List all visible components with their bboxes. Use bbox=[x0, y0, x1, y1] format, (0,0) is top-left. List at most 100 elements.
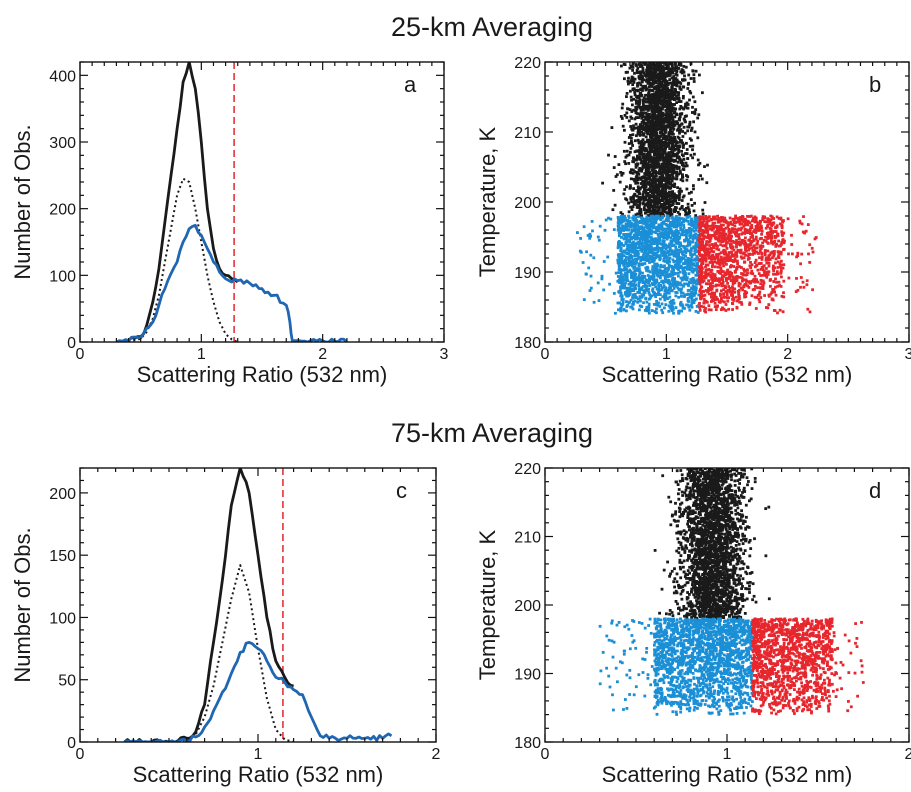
scatter-point bbox=[636, 131, 640, 134]
scatter-point bbox=[624, 197, 627, 201]
scatter-point bbox=[661, 128, 665, 132]
scatter-point bbox=[659, 170, 663, 174]
scatter-point bbox=[668, 247, 672, 250]
scatter-point bbox=[629, 305, 632, 309]
scatter-point bbox=[644, 135, 648, 139]
scatter-point bbox=[661, 114, 665, 118]
scatter-point bbox=[653, 279, 657, 283]
scatter-point bbox=[668, 272, 672, 276]
scatter-point bbox=[776, 234, 780, 238]
scatter-point bbox=[635, 206, 639, 209]
scatter-point bbox=[617, 163, 621, 166]
scatter-point bbox=[674, 147, 678, 151]
scatter-point bbox=[641, 98, 645, 102]
scatter-point bbox=[637, 47, 640, 50]
scatter-point bbox=[679, 226, 682, 230]
scatter-point bbox=[683, 238, 686, 242]
scatter-point bbox=[653, 92, 656, 96]
scatter-point bbox=[674, 73, 678, 76]
scatter-point bbox=[673, 55, 676, 58]
scatter-point bbox=[671, 119, 675, 123]
scatter-point bbox=[664, 108, 668, 112]
scatter-point bbox=[671, 258, 675, 262]
scatter-point bbox=[654, 210, 658, 214]
scatter-point bbox=[656, 244, 659, 248]
scatter-point bbox=[660, 130, 664, 134]
scatter-point bbox=[688, 295, 692, 299]
scatter-point bbox=[688, 308, 692, 312]
scatter-point bbox=[636, 176, 640, 180]
scatter-point bbox=[628, 66, 632, 70]
scatter-point bbox=[660, 76, 663, 79]
scatter-point bbox=[674, 112, 678, 116]
scatter-point bbox=[619, 231, 622, 234]
scatter-point bbox=[616, 258, 620, 262]
scatter-point bbox=[706, 263, 710, 267]
scatter-point bbox=[663, 144, 667, 148]
scatter-point bbox=[668, 280, 672, 284]
scatter-point bbox=[737, 291, 741, 295]
scatter-point bbox=[677, 268, 680, 272]
scatter-point bbox=[676, 238, 680, 242]
scatter-point bbox=[596, 235, 600, 239]
scatter-point bbox=[640, 167, 644, 171]
scatter-point bbox=[678, 270, 682, 274]
scatter-point bbox=[672, 77, 676, 81]
scatter-point bbox=[640, 87, 644, 91]
scatter-point bbox=[671, 136, 674, 140]
scatter-point bbox=[713, 265, 717, 269]
scatter-point bbox=[678, 235, 682, 239]
scatter-point bbox=[625, 154, 629, 158]
scatter-point bbox=[688, 90, 692, 93]
scatter-point bbox=[674, 241, 678, 245]
scatter-point bbox=[617, 244, 621, 248]
scatter-point bbox=[686, 303, 690, 307]
scatter-point bbox=[650, 66, 654, 70]
scatter-point bbox=[625, 248, 629, 251]
scatter-point bbox=[654, 189, 658, 193]
scatter-point bbox=[655, 196, 658, 199]
scatter-point bbox=[645, 247, 649, 250]
scatter-point bbox=[635, 276, 639, 279]
scatter-point bbox=[633, 200, 636, 203]
scatter-point bbox=[645, 198, 649, 202]
scatter-point bbox=[673, 182, 677, 186]
scatter-point bbox=[673, 277, 676, 280]
scatter-point bbox=[694, 288, 698, 291]
scatter-point bbox=[625, 48, 628, 51]
scatter-point bbox=[659, 101, 663, 105]
scatter-point bbox=[705, 221, 709, 224]
scatter-point bbox=[632, 81, 636, 84]
scatter-point bbox=[615, 173, 619, 177]
title-top: 25-km Averaging bbox=[391, 12, 593, 42]
scatter-point bbox=[646, 214, 650, 217]
scatter-point bbox=[640, 250, 644, 253]
scatter-point bbox=[648, 105, 651, 109]
scatter-point bbox=[630, 228, 634, 232]
scatter-point bbox=[638, 276, 642, 280]
scatter-point bbox=[658, 274, 662, 278]
scatter-point bbox=[638, 132, 641, 136]
scatter-point bbox=[667, 104, 670, 108]
scatter-point bbox=[653, 48, 656, 51]
scatter-point bbox=[641, 161, 645, 165]
scatter-point bbox=[657, 150, 661, 154]
scatter-point bbox=[650, 294, 654, 298]
scatter-point bbox=[677, 51, 680, 54]
scatter-point bbox=[644, 185, 648, 189]
scatter-point bbox=[626, 264, 629, 268]
scatter-point bbox=[642, 99, 646, 103]
scatter-point bbox=[621, 298, 625, 301]
scatter-point bbox=[787, 276, 791, 280]
scatter-point bbox=[652, 49, 655, 52]
scatter-point bbox=[642, 198, 646, 202]
scatter-point bbox=[664, 88, 668, 92]
scatter-point bbox=[624, 216, 627, 220]
scatter-point bbox=[638, 99, 641, 103]
scatter-point bbox=[642, 252, 646, 255]
scatter-point bbox=[620, 282, 624, 286]
scatter-point bbox=[663, 203, 667, 207]
scatter-point bbox=[682, 158, 686, 161]
scatter-point bbox=[688, 98, 691, 102]
scatter-point bbox=[661, 93, 665, 97]
